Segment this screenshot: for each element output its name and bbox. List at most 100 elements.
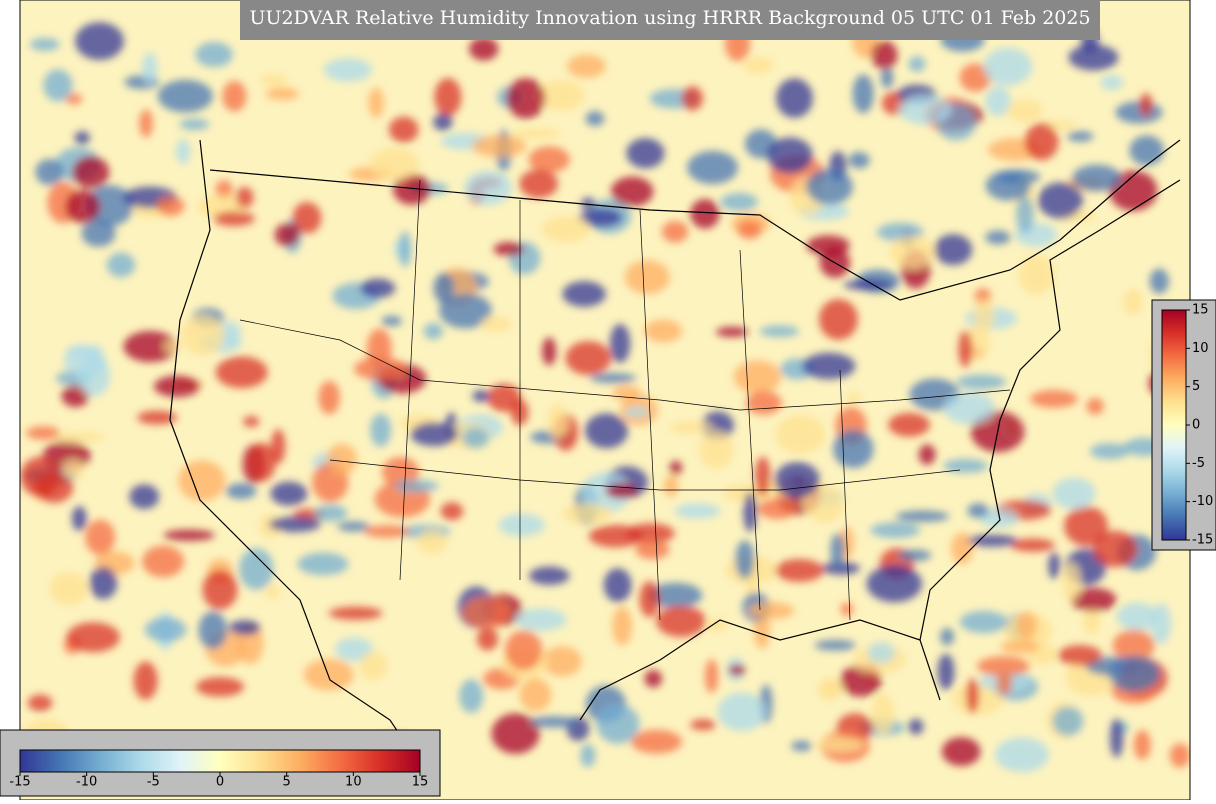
field-blob (1048, 552, 1061, 579)
field-blob (1057, 645, 1102, 666)
field-blob (222, 80, 247, 112)
field-blob (567, 54, 606, 78)
field-blob (461, 427, 489, 449)
field-blob (585, 111, 605, 127)
field-blob (462, 596, 510, 629)
field-blob (71, 506, 87, 531)
field-blob (1007, 99, 1043, 123)
field-blob (196, 677, 244, 697)
field-blob (1010, 538, 1055, 552)
field-blob (624, 406, 650, 418)
field-blob (966, 678, 980, 714)
field-blob (1052, 477, 1096, 510)
field-blob (758, 498, 797, 520)
field-blob (78, 355, 111, 397)
field-blob (85, 185, 134, 227)
field-blob (918, 444, 936, 465)
field-blob (89, 566, 118, 600)
field-blob (512, 128, 562, 139)
field-blob (830, 533, 845, 569)
field-blob (328, 606, 383, 620)
field-blob (335, 637, 374, 662)
field-blob (469, 37, 499, 61)
field-blob (737, 221, 762, 239)
field-blob (471, 135, 527, 158)
field-blob (163, 529, 215, 541)
field-blob (81, 219, 116, 247)
field-blob (1072, 164, 1122, 192)
field-blob (847, 391, 861, 406)
field-blob (630, 729, 683, 754)
field-blob (589, 372, 637, 384)
field-blob (52, 431, 105, 443)
field-blob (889, 235, 935, 269)
field-blob (1122, 288, 1144, 315)
field-blob (985, 230, 1011, 245)
field-blob (123, 330, 177, 363)
field-blob (274, 223, 300, 247)
colorbar-tick-label: -5 (147, 775, 160, 790)
field-blob (1052, 706, 1084, 736)
field-blob (888, 412, 930, 437)
field-blob (867, 641, 896, 664)
field-blob (323, 58, 372, 82)
field-blob (1109, 170, 1158, 211)
field-blob (609, 323, 631, 363)
field-blob (848, 152, 870, 169)
field-blob (247, 442, 276, 482)
field-blob (821, 561, 860, 575)
field-blob (43, 69, 73, 102)
field-blob (977, 656, 1030, 677)
field-blob (49, 572, 88, 606)
field-blob (1133, 730, 1151, 760)
field-blob (498, 513, 545, 537)
field-blob (1149, 268, 1169, 294)
field-blob (1115, 101, 1163, 124)
field-blob (106, 252, 136, 278)
field-blob (153, 375, 200, 398)
field-blob (690, 199, 720, 229)
field-blob (303, 658, 354, 691)
field-blob (951, 532, 974, 565)
field-blob (487, 383, 521, 412)
field-blob (164, 341, 180, 352)
field-blob (742, 56, 774, 74)
colorbar-tick-label: 0 (1192, 418, 1200, 433)
field-blob (775, 414, 826, 455)
field-blob (1108, 655, 1160, 692)
field-blob (178, 460, 226, 502)
field-blob (767, 137, 813, 174)
field-blob (129, 484, 160, 509)
field-blob (354, 357, 407, 381)
field-blob (663, 475, 679, 497)
field-blob (843, 279, 894, 291)
colorbar-tick-label: -10 (76, 775, 97, 790)
field-blob (476, 627, 499, 651)
field-blob (908, 718, 924, 735)
field-blob (720, 192, 758, 211)
field-blob (360, 278, 396, 298)
field-blob (270, 481, 308, 506)
field-blob (610, 176, 654, 207)
field-blob (27, 694, 53, 712)
field-blob (519, 678, 552, 712)
colorbar-tick-label: -15 (9, 775, 30, 790)
colorbar-tick-label: 10 (345, 775, 362, 790)
field-blob (735, 540, 755, 579)
colorbar-tick-label: -10 (1192, 494, 1213, 509)
field-blob (181, 314, 225, 356)
field-blob (1024, 122, 1059, 161)
field-blob (528, 146, 570, 173)
field-blob (635, 539, 670, 560)
field-blob (1067, 131, 1094, 142)
field-blob (259, 74, 289, 86)
field-blob (644, 319, 683, 343)
field-blob (605, 483, 638, 499)
field-blob (480, 316, 512, 332)
field-blob (1089, 442, 1130, 460)
field-blob (943, 392, 995, 425)
field-blob (1086, 397, 1104, 415)
field-blob (937, 653, 955, 690)
